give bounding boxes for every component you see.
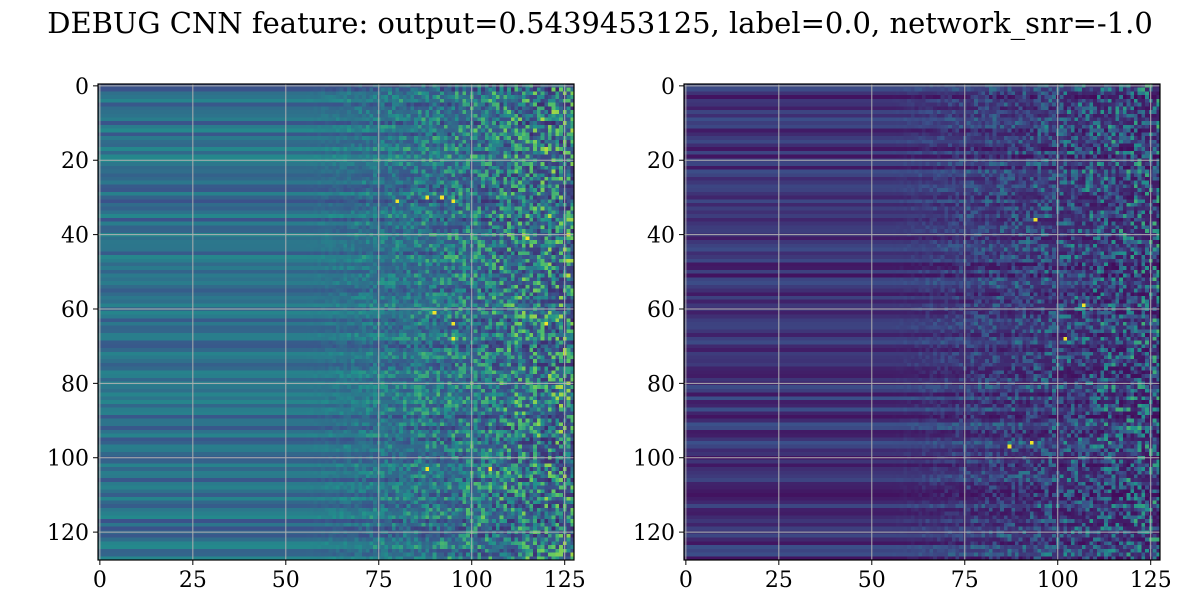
y-tick-label: 60	[647, 298, 675, 323]
x-tick-label: 125	[1130, 568, 1172, 593]
y-tick-label: 20	[647, 149, 675, 174]
y-tick-label: 0	[75, 75, 89, 100]
y-tick-label: 40	[647, 224, 675, 249]
heatmap-image	[98, 84, 574, 560]
x-tick-label: 50	[858, 568, 886, 593]
y-tick-label: 100	[633, 447, 675, 472]
axes-frame	[97, 83, 575, 561]
x-tick-label: 125	[544, 568, 586, 593]
x-tick-label: 0	[679, 568, 693, 593]
x-tick-label: 75	[365, 568, 393, 593]
y-tick-label: 40	[61, 224, 89, 249]
y-tick-label: 100	[47, 447, 89, 472]
x-tick-label: 0	[93, 568, 107, 593]
y-tick-label: 0	[661, 75, 675, 100]
heatmap-panel-right: 0 25 50 75 100 125 0 20 40 60 80 100 120	[633, 75, 1172, 593]
y-tick-label: 120	[47, 521, 89, 546]
x-tick-label: 75	[951, 568, 979, 593]
heatmap-panel-left: 0 25 50 75 100 125 0 20 40 60 80 100 120	[47, 75, 586, 593]
y-tick-label: 60	[61, 298, 89, 323]
x-tick-label: 100	[1037, 568, 1079, 593]
heatmap-image	[684, 84, 1160, 560]
figure-title: DEBUG CNN feature: output=0.5439453125, …	[47, 6, 1153, 40]
y-tick-label: 80	[61, 372, 89, 397]
axes-frame	[683, 83, 1161, 561]
x-tick-label: 25	[765, 568, 793, 593]
x-tick-label: 100	[451, 568, 493, 593]
y-tick-label: 120	[633, 521, 675, 546]
x-tick-label: 50	[272, 568, 300, 593]
y-tick-label: 20	[61, 149, 89, 174]
y-tick-label: 80	[647, 372, 675, 397]
x-tick-label: 25	[179, 568, 207, 593]
